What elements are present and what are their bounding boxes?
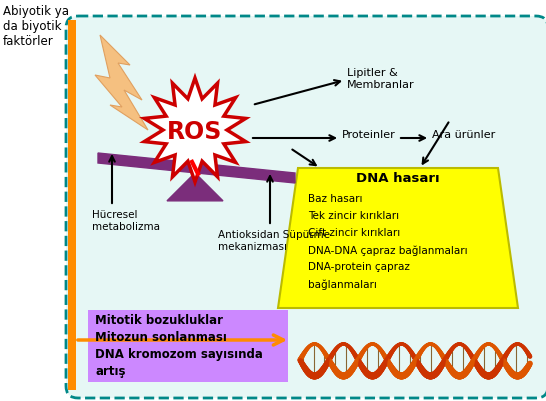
- Text: Çift zincir kırıkları: Çift zincir kırıkları: [308, 228, 400, 238]
- Text: ROS: ROS: [167, 120, 223, 144]
- Polygon shape: [278, 168, 518, 308]
- Text: Antioksidan Süpürme
mekanizması: Antioksidan Süpürme mekanizması: [218, 230, 330, 251]
- Text: Baz hasarı: Baz hasarı: [308, 194, 363, 204]
- Text: Ara ürünler: Ara ürünler: [432, 130, 495, 140]
- Polygon shape: [90, 318, 250, 362]
- Text: DNA-DNA çapraz bağlanmaları: DNA-DNA çapraz bağlanmaları: [308, 245, 467, 255]
- Text: Lipitler &
Membranlar: Lipitler & Membranlar: [347, 68, 414, 89]
- Text: bağlanmaları: bağlanmaları: [308, 279, 377, 290]
- Bar: [68, 20, 76, 390]
- Polygon shape: [144, 78, 246, 182]
- Text: DNA-protein çapraz: DNA-protein çapraz: [308, 262, 410, 272]
- Polygon shape: [167, 173, 223, 201]
- Text: Mitotik bozukluklar
Mitozun sonlanması
DNA kromozom sayısında
artış: Mitotik bozukluklar Mitozun sonlanması D…: [95, 314, 263, 378]
- FancyBboxPatch shape: [88, 310, 288, 382]
- Text: Abiyotik ya
da biyotik
faktörler: Abiyotik ya da biyotik faktörler: [3, 5, 69, 48]
- Polygon shape: [98, 153, 295, 183]
- Polygon shape: [95, 35, 148, 130]
- FancyBboxPatch shape: [66, 16, 546, 398]
- Text: Tek zincir kırıkları: Tek zincir kırıkları: [308, 211, 399, 221]
- Text: DNA hasarı: DNA hasarı: [356, 172, 440, 185]
- Text: Proteinler: Proteinler: [342, 130, 396, 140]
- Text: Hücresel
metabolizma: Hücresel metabolizma: [92, 210, 160, 232]
